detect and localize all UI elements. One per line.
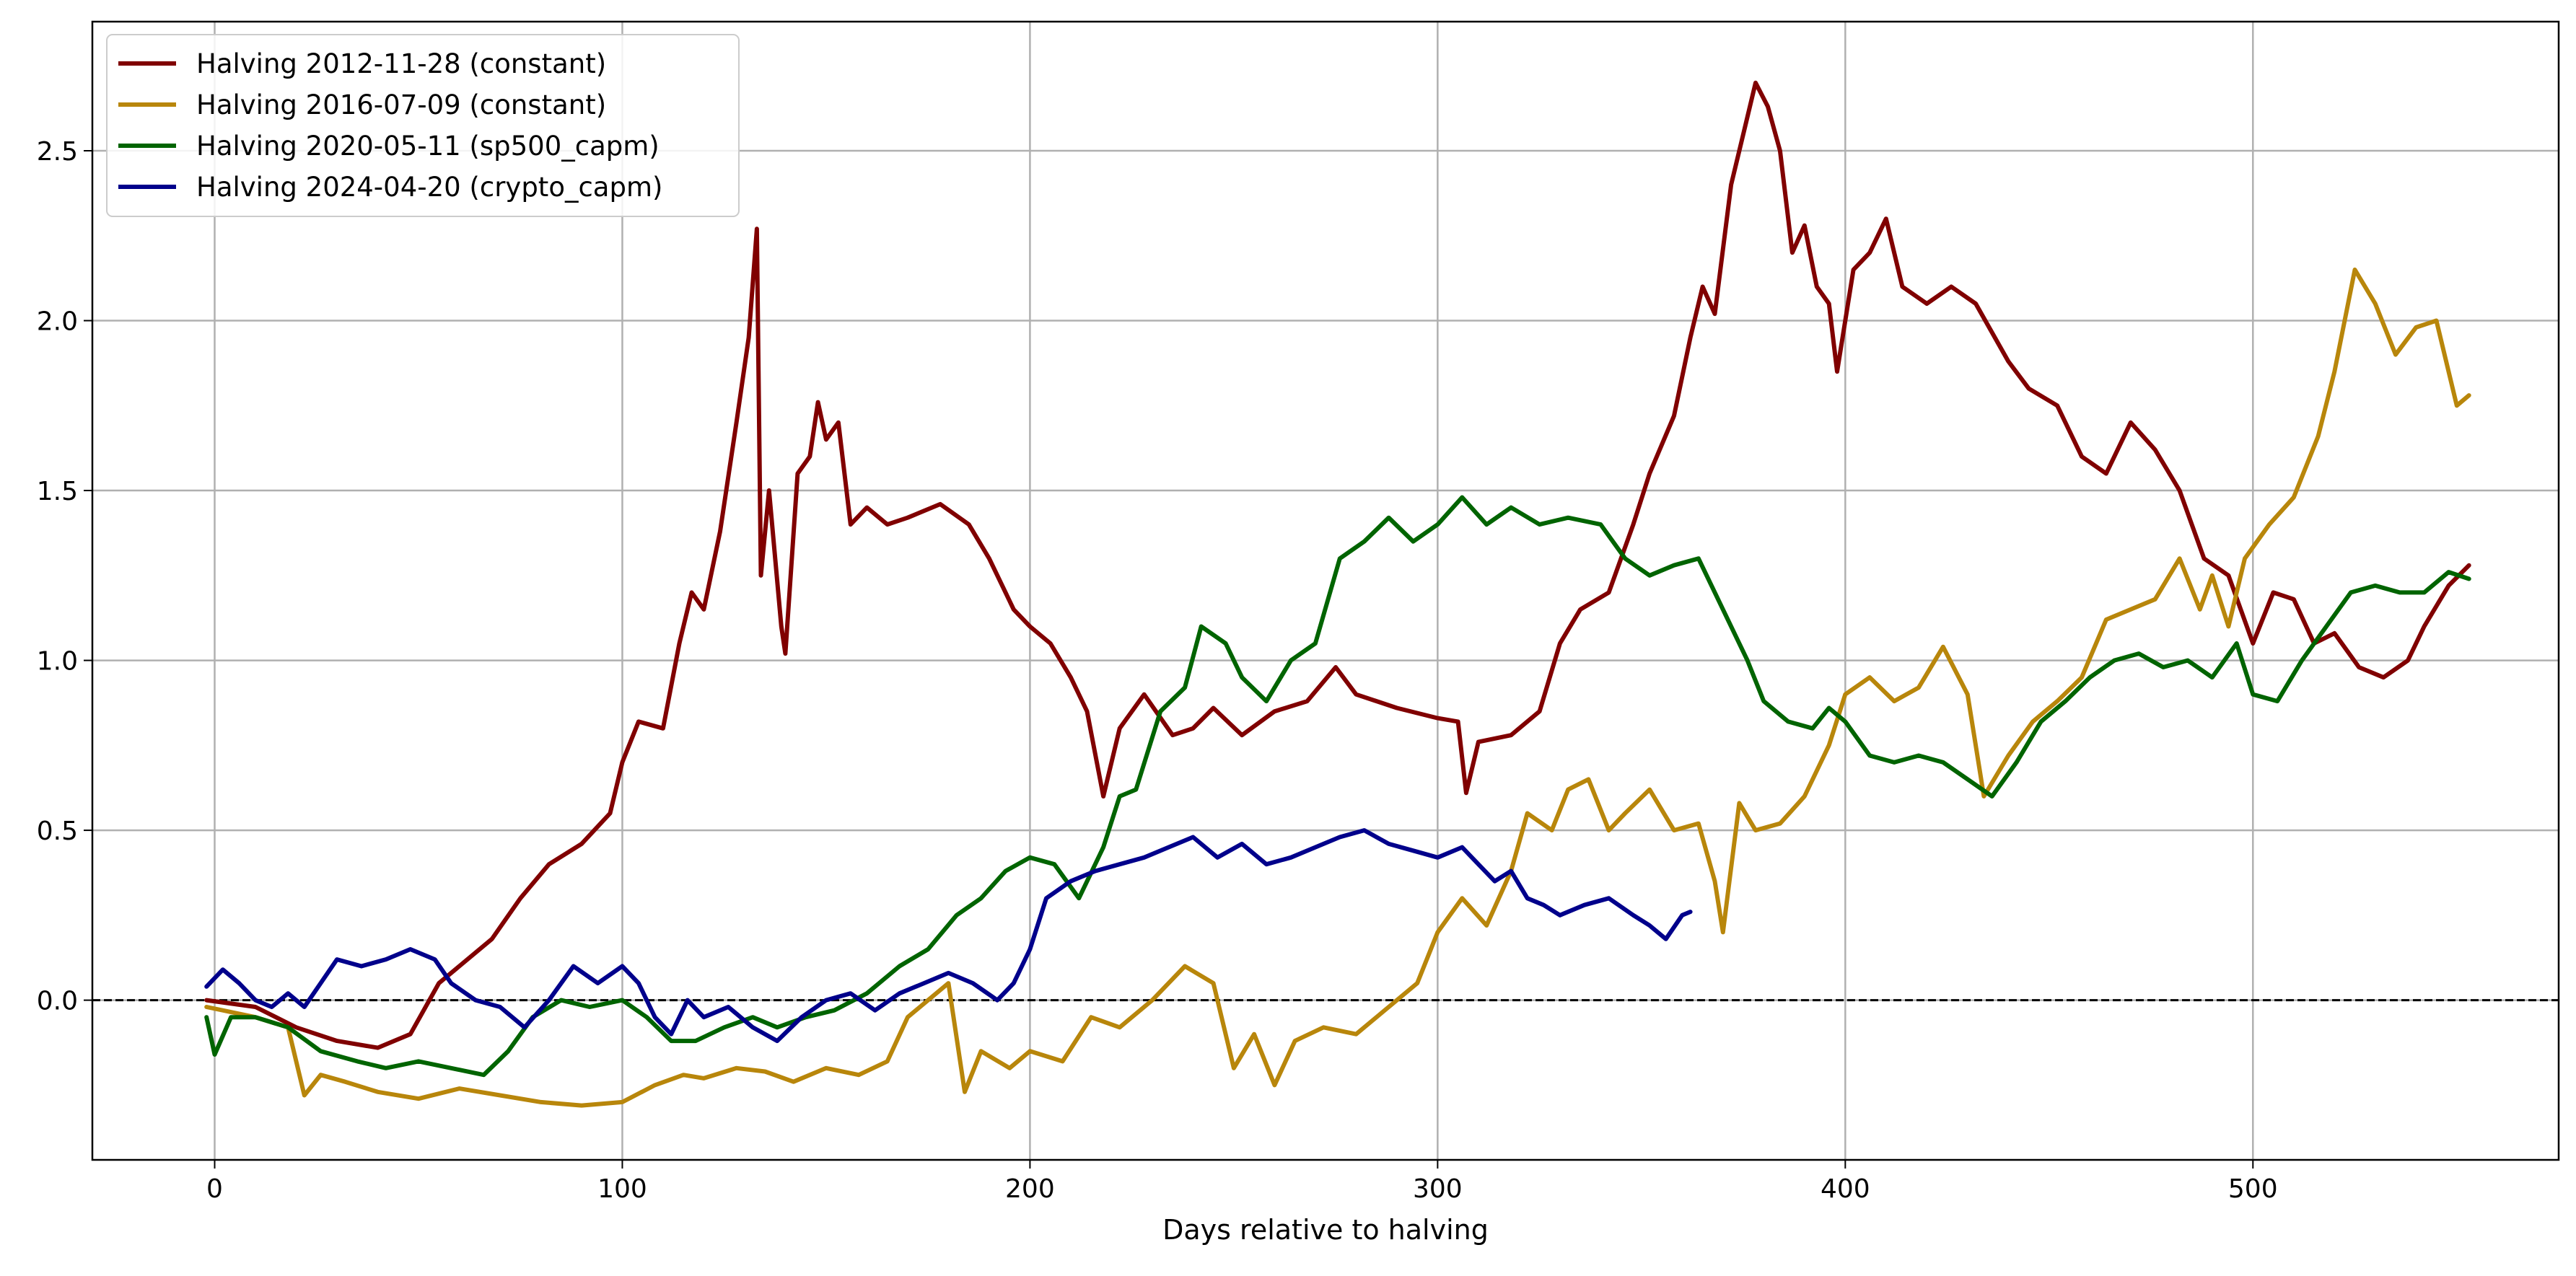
x-tick-label: 100 — [597, 1174, 647, 1204]
y-tick-label: 1.5 — [37, 477, 78, 506]
x-tick-label: 300 — [1413, 1174, 1463, 1204]
series-line — [204, 80, 2471, 1050]
x-tick-label: 500 — [2228, 1174, 2278, 1204]
y-axis: 0.0 0.5 1.0 1.5 2.0 2.5 — [37, 137, 92, 1016]
legend: Halving 2012-11-28 (constant) Halving 201… — [106, 34, 740, 217]
plot-frame — [91, 20, 2560, 1161]
x-tick-label: 200 — [1005, 1174, 1055, 1204]
series-layer — [204, 80, 2471, 1108]
series-line — [204, 828, 1693, 1044]
legend-label: Halving 2012-11-28 (constant) — [196, 48, 606, 79]
legend-label: Halving 2016-07-09 (constant) — [196, 89, 606, 120]
x-axis: 0 100 200 300 400 500 — [206, 1160, 2278, 1204]
y-tick-label: 2.5 — [37, 137, 78, 167]
x-axis-label: Days relative to halving — [1162, 1214, 1489, 1246]
y-tick-label: 0.5 — [37, 817, 78, 846]
legend-label: Halving 2024-04-20 (crypto_capm) — [196, 172, 662, 203]
y-tick-label: 1.0 — [37, 647, 78, 677]
x-tick-label: 0 — [206, 1174, 223, 1204]
y-tick-label: 0.0 — [37, 987, 78, 1016]
x-tick-label: 400 — [1821, 1174, 1870, 1204]
series-line — [204, 495, 2471, 1078]
y-tick-label: 2.0 — [37, 307, 78, 337]
legend-box — [106, 34, 740, 217]
legend-label: Halving 2020-05-11 (sp500_capm) — [196, 131, 660, 162]
